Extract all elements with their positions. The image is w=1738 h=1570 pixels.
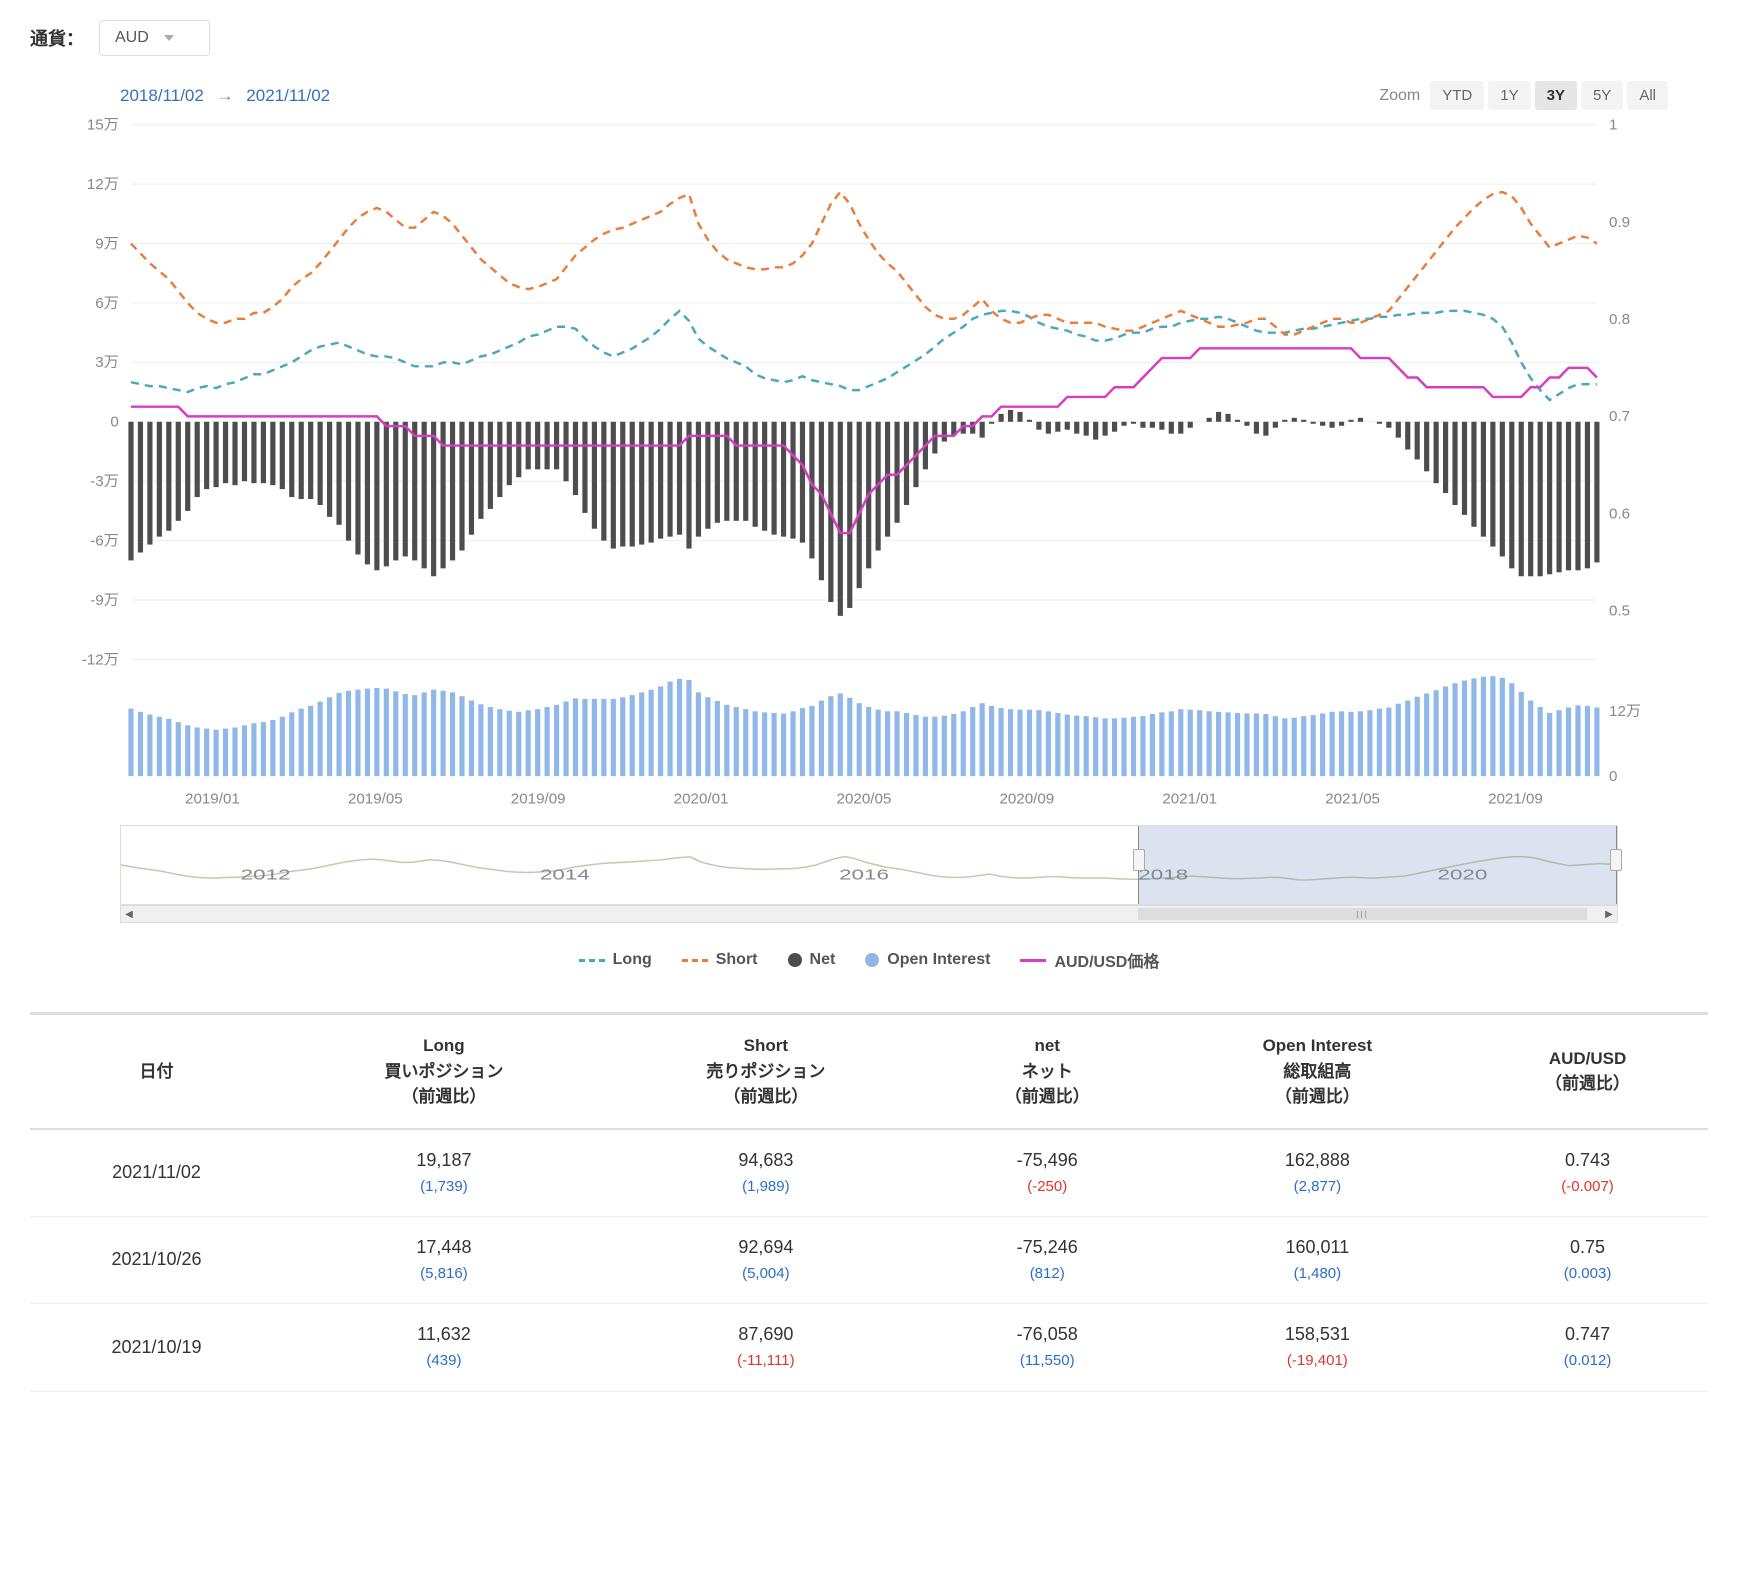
data-table: 日付Long買いポジション（前週比）Short売りポジション（前週比）netネッ… xyxy=(30,1012,1708,1392)
legend-AUD/USD価格[interactable]: AUD/USD価格 xyxy=(1020,948,1159,972)
svg-text:-3万: -3万 xyxy=(90,474,119,490)
col-5: AUD/USD（前週比） xyxy=(1467,1014,1708,1129)
svg-text:2021/05: 2021/05 xyxy=(1325,792,1380,808)
svg-text:-6万: -6万 xyxy=(90,534,119,550)
legend-Net[interactable]: Net xyxy=(788,951,836,969)
svg-text:2019/01: 2019/01 xyxy=(185,792,240,808)
svg-text:2020/01: 2020/01 xyxy=(674,792,729,808)
svg-text:-12万: -12万 xyxy=(82,653,119,669)
col-2: Short売りポジション（前週比） xyxy=(605,1014,927,1129)
zoom-5Y[interactable]: 5Y xyxy=(1581,81,1623,110)
nav-handle-right[interactable] xyxy=(1610,849,1622,871)
svg-text:0.5: 0.5 xyxy=(1609,604,1630,620)
svg-text:2019/09: 2019/09 xyxy=(511,792,566,808)
navigator[interactable]: 20122014201620182020 xyxy=(120,825,1618,905)
col-1: Long買いポジション（前週比） xyxy=(283,1014,605,1129)
svg-text:-9万: -9万 xyxy=(90,593,119,609)
svg-text:0: 0 xyxy=(110,415,118,431)
svg-text:12万: 12万 xyxy=(87,177,119,193)
svg-text:9万: 9万 xyxy=(95,237,119,253)
table-row: 2021/10/1911,632(439)87,690(-11,111)-76,… xyxy=(30,1304,1708,1391)
table-row: 2021/10/2617,448(5,816)92,694(5,004)-75,… xyxy=(30,1216,1708,1303)
zoom-All[interactable]: All xyxy=(1627,81,1668,110)
scroll-thumb[interactable]: ||| xyxy=(1138,908,1587,920)
legend-Short[interactable]: Short xyxy=(682,951,758,969)
main-chart[interactable]: 15万 12万 9万 6万 3万 0 -3万 -6万 -9万 -12万 1 0.9 0.8 0.7 0.6 0… xyxy=(40,115,1698,815)
svg-text:0.9: 0.9 xyxy=(1609,215,1630,231)
nav-handle-left[interactable] xyxy=(1133,849,1145,871)
svg-text:2019/05: 2019/05 xyxy=(348,792,403,808)
svg-text:12万: 12万 xyxy=(1609,704,1641,720)
svg-text:0: 0 xyxy=(1609,769,1617,785)
legend: Long Short Net Open Interest AUD/USD価格 xyxy=(30,948,1708,972)
col-4: Open Interest総取組高（前週比） xyxy=(1168,1014,1467,1129)
currency-label: 通貨： xyxy=(30,25,84,51)
currency-value: AUD xyxy=(115,29,149,47)
svg-text:2020/05: 2020/05 xyxy=(837,792,892,808)
svg-text:3万: 3万 xyxy=(95,355,119,371)
nav-scrollbar[interactable]: ◀ ||| ▶ xyxy=(120,905,1618,923)
currency-select[interactable]: AUD xyxy=(99,20,210,56)
date-to: 2021/11/02 xyxy=(246,86,330,105)
zoom-3Y[interactable]: 3Y xyxy=(1535,81,1577,110)
scroll-right-icon[interactable]: ▶ xyxy=(1601,906,1617,922)
svg-text:1: 1 xyxy=(1609,118,1617,134)
zoom-1Y[interactable]: 1Y xyxy=(1488,81,1530,110)
legend-Open Interest[interactable]: Open Interest xyxy=(865,951,990,969)
chevron-down-icon xyxy=(164,35,174,41)
zoom-group: Zoom YTD1Y3Y5YAll xyxy=(1379,81,1668,110)
svg-text:15万: 15万 xyxy=(87,118,119,134)
navigator-selection[interactable] xyxy=(1138,826,1617,904)
svg-text:0.8: 0.8 xyxy=(1609,312,1630,328)
table-row: 2021/11/0219,187(1,739)94,683(1,989)-75,… xyxy=(30,1129,1708,1217)
legend-Long[interactable]: Long xyxy=(579,951,652,969)
svg-text:0.6: 0.6 xyxy=(1609,507,1630,523)
svg-text:2014: 2014 xyxy=(540,867,590,883)
svg-text:2020/09: 2020/09 xyxy=(999,792,1054,808)
svg-text:6万: 6万 xyxy=(95,296,119,312)
svg-text:2012: 2012 xyxy=(241,867,291,883)
svg-text:2021/01: 2021/01 xyxy=(1162,792,1217,808)
svg-text:2021/09: 2021/09 xyxy=(1488,792,1543,808)
arrow-icon: → xyxy=(217,86,234,105)
date-from: 2018/11/02 xyxy=(120,86,204,105)
col-0: 日付 xyxy=(30,1014,283,1129)
svg-text:2016: 2016 xyxy=(839,867,889,883)
scroll-left-icon[interactable]: ◀ xyxy=(121,906,137,922)
zoom-label: Zoom xyxy=(1379,87,1420,105)
zoom-YTD[interactable]: YTD xyxy=(1430,81,1484,110)
svg-text:0.7: 0.7 xyxy=(1609,409,1630,425)
col-3: netネット（前週比） xyxy=(927,1014,1168,1129)
date-range[interactable]: 2018/11/02 → 2021/11/02 xyxy=(120,86,330,106)
